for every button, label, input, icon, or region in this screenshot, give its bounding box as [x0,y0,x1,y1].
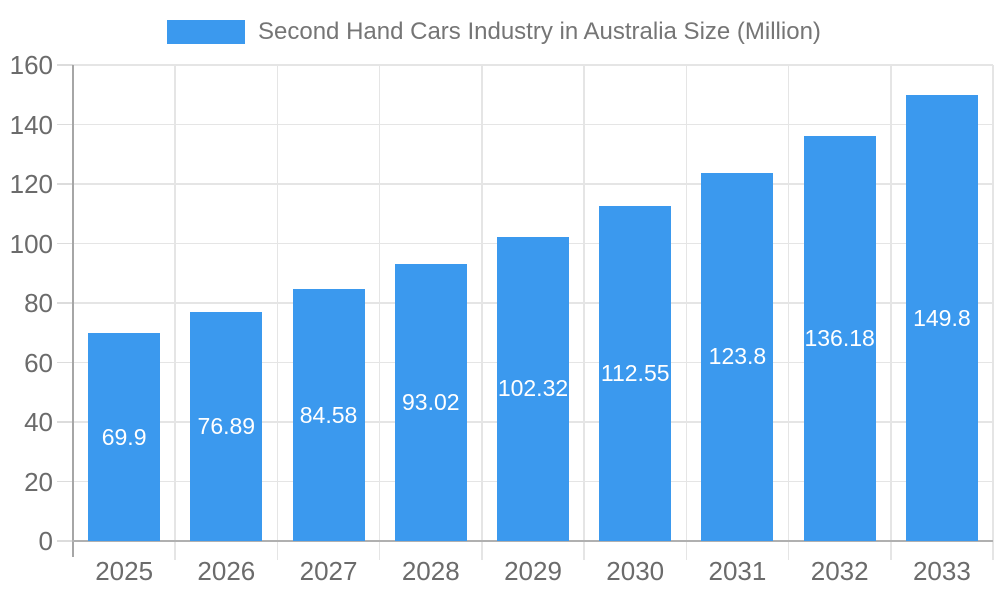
y-tick [57,540,73,542]
bar: 123.8 [701,172,774,541]
y-tick [57,64,73,66]
legend: Second Hand Cars Industry in Australia S… [167,17,821,47]
bar: 149.8 [905,95,978,541]
y-tick [57,480,73,483]
x-axis-tick-label: 2031 [708,556,767,586]
y-axis-tick-label: 0 [38,526,53,556]
y-axis-tick-label: 100 [9,228,53,259]
y-tick [57,361,73,364]
y-axis-tick-label: 60 [24,347,53,378]
y-axis-tick-label: 80 [24,288,53,318]
legend-swatch [167,20,245,44]
gridline-horizontal [73,183,993,185]
y-tick [57,421,73,423]
gridline-vertical [174,65,176,560]
chart-title: Second Hand Cars Industry in Australia S… [258,18,821,45]
bar-value-label: 112.55 [600,360,670,387]
bar: 84.58 [292,289,365,541]
gridline-vertical [992,65,994,560]
y-tick [57,242,73,245]
x-axis-tick-label: 2028 [401,556,460,586]
gridline-vertical [481,65,483,560]
x-axis-tick-label: 2032 [810,556,869,586]
x-axis-tick-label: 2029 [504,556,562,586]
y-axis-tick-label: 20 [24,466,53,497]
gridline-horizontal [73,123,993,126]
bar-value-label: 84.58 [299,401,358,428]
gridline-vertical [378,65,381,560]
bar-value-label: 93.02 [401,389,460,416]
bar: 112.55 [599,206,672,541]
bar: 69.9 [88,333,161,541]
bar: 93.02 [394,264,467,541]
x-axis-tick-label: 2033 [912,556,971,586]
y-axis-tick-label: 160 [9,50,53,80]
gridline-vertical [890,65,892,560]
y-axis-line [72,65,74,557]
gridline-vertical [583,65,585,560]
y-axis-tick-label: 140 [9,109,53,140]
bar-value-label: 102.32 [497,375,569,402]
y-tick [57,302,73,304]
bar: 102.32 [497,236,569,541]
bar-value-label: 123.8 [708,343,767,370]
y-tick [57,183,73,185]
x-axis-tick-label: 2027 [299,556,358,586]
bar: 76.89 [190,312,263,541]
gridline-vertical [685,65,688,560]
x-axis-tick-label: 2030 [606,556,665,586]
x-axis-tick-label: 2026 [197,556,256,586]
bar-value-label: 69.9 [101,423,147,450]
bar-value-label: 76.89 [197,413,256,440]
x-axis-tick-label: 2025 [95,556,154,586]
x-axis-line [72,540,993,542]
gridline-vertical [787,65,790,560]
gridline-horizontal [73,64,993,66]
bar: 136.18 [803,135,876,541]
y-axis-tick-label: 40 [24,407,53,437]
bar-value-label: 149.8 [913,304,971,331]
y-axis-tick-label: 120 [9,169,53,199]
bar-value-label: 136.18 [804,324,875,351]
gridline-vertical [276,65,279,560]
y-tick [57,123,73,126]
